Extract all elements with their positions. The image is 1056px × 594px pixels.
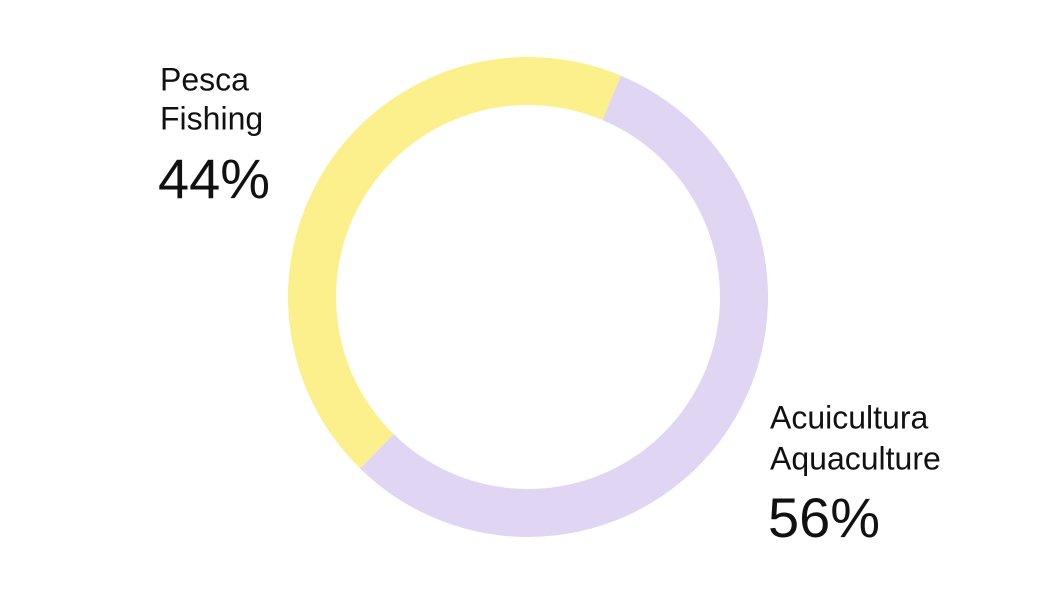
value-label: 44% [158, 147, 270, 210]
segment-label: Acuicultura [770, 399, 929, 435]
segment-label: Pesca [160, 61, 249, 97]
donut-segment [360, 75, 768, 537]
donut-segment [287, 56, 622, 469]
segment-label-translated: Aquaculture [770, 440, 941, 476]
value-label: 56% [768, 486, 880, 549]
segment-label-translated: Fishing [160, 100, 263, 136]
